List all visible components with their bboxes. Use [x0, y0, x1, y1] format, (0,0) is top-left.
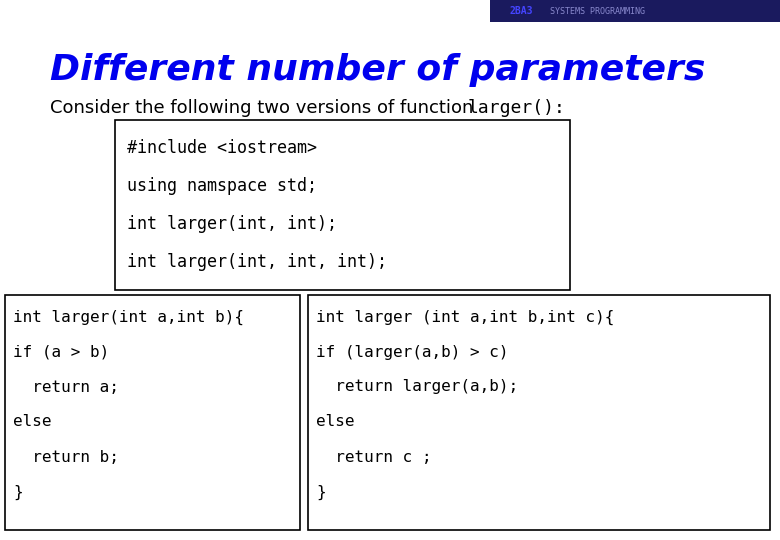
Text: 2BA3: 2BA3	[510, 6, 534, 16]
Text: return b;: return b;	[13, 449, 119, 464]
Text: int larger(int a,int b){: int larger(int a,int b){	[13, 309, 244, 325]
Text: return c ;: return c ;	[316, 449, 431, 464]
FancyBboxPatch shape	[490, 0, 780, 22]
Text: }: }	[13, 484, 23, 500]
Text: if (a > b): if (a > b)	[13, 345, 109, 360]
Text: return larger(a,b);: return larger(a,b);	[316, 380, 518, 395]
Text: SYSTEMS PROGRAMMING: SYSTEMS PROGRAMMING	[540, 6, 645, 16]
Text: #include <iostream>: #include <iostream>	[127, 139, 317, 157]
Text: return a;: return a;	[13, 380, 119, 395]
Text: }: }	[316, 484, 325, 500]
Text: larger():: larger():	[468, 99, 566, 117]
FancyBboxPatch shape	[308, 295, 770, 530]
Text: using namspace std;: using namspace std;	[127, 177, 317, 195]
Text: if (larger(a,b) > c): if (larger(a,b) > c)	[316, 345, 509, 360]
Text: Different number of parameters: Different number of parameters	[50, 53, 705, 87]
Text: int larger(int, int, int);: int larger(int, int, int);	[127, 253, 387, 271]
FancyBboxPatch shape	[115, 120, 570, 290]
Text: else: else	[13, 415, 51, 429]
Text: Consider the following two versions of function: Consider the following two versions of f…	[50, 99, 479, 117]
FancyBboxPatch shape	[5, 295, 300, 530]
Text: else: else	[316, 415, 354, 429]
Text: int larger(int, int);: int larger(int, int);	[127, 215, 337, 233]
Text: int larger (int a,int b,int c){: int larger (int a,int b,int c){	[316, 309, 615, 325]
